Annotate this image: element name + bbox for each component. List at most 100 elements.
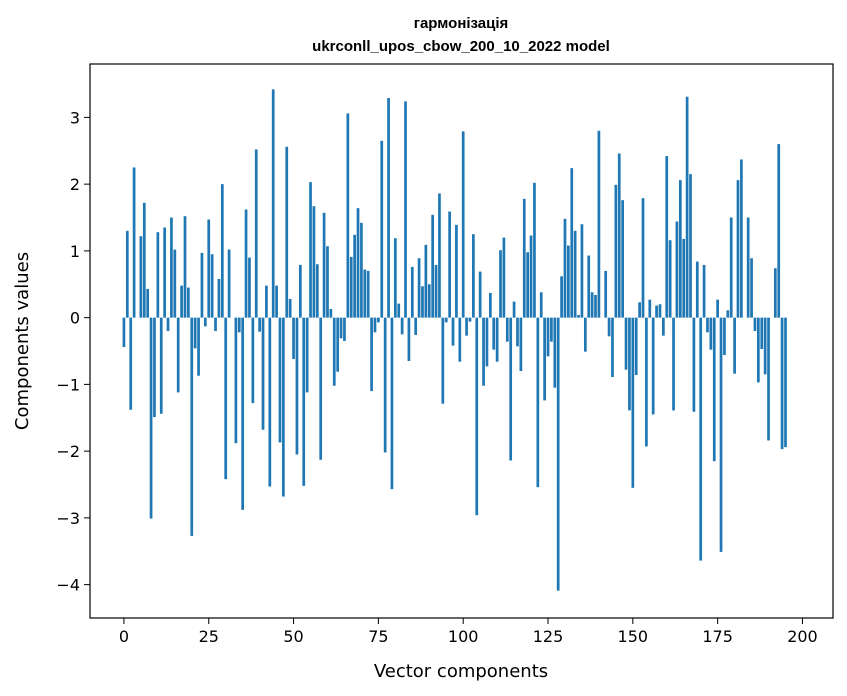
bar-71 <box>363 269 367 318</box>
bar-90 <box>427 284 431 318</box>
bar-53 <box>302 317 306 486</box>
bar-80 <box>393 238 397 318</box>
bar-124 <box>543 317 546 401</box>
bar-1 <box>125 230 129 318</box>
bar-156 <box>651 317 655 415</box>
bar-8 <box>149 317 153 519</box>
bar-16 <box>176 317 180 393</box>
y-tick-label: −2 <box>56 442 80 461</box>
bar-88 <box>421 286 424 318</box>
bar-39 <box>254 149 258 318</box>
x-tick-label: 75 <box>368 627 388 646</box>
x-tick-label: 150 <box>618 627 649 646</box>
x-tick-label: 125 <box>533 627 564 646</box>
bar-22 <box>197 317 200 376</box>
bar-168 <box>692 317 696 412</box>
bar-25 <box>207 219 211 318</box>
bar-179 <box>729 217 733 318</box>
bar-78 <box>387 98 390 318</box>
bar-174 <box>712 317 716 462</box>
bar-111 <box>499 250 502 318</box>
bar-121 <box>533 182 536 318</box>
bar-178 <box>726 310 730 318</box>
bar-131 <box>567 245 570 318</box>
bar-138 <box>590 292 594 318</box>
bar-66 <box>346 113 350 318</box>
y-tick-label: −3 <box>56 509 80 528</box>
bar-187 <box>757 317 760 383</box>
bar-139 <box>594 294 597 318</box>
bar-11 <box>159 317 163 414</box>
bar-77 <box>383 317 387 453</box>
bar-6 <box>142 202 146 318</box>
bar-194 <box>780 317 784 450</box>
bar-15 <box>173 249 177 318</box>
bar-10 <box>156 232 160 318</box>
bar-36 <box>244 209 248 318</box>
bar-75 <box>377 317 380 323</box>
bar-116 <box>516 317 519 347</box>
bar-56 <box>312 206 316 318</box>
bar-173 <box>709 317 713 350</box>
bar-98 <box>455 224 458 318</box>
bar-126 <box>550 317 553 342</box>
bar-102 <box>468 317 472 322</box>
bar-69 <box>356 208 360 318</box>
bar-17 <box>180 285 183 318</box>
bar-155 <box>648 299 652 318</box>
bar-30 <box>224 317 228 480</box>
bar-48 <box>285 146 289 318</box>
bar-127 <box>553 317 557 388</box>
bar-151 <box>634 317 638 376</box>
bar-162 <box>672 317 675 411</box>
x-axis-label: Vector components <box>374 661 548 682</box>
bar-170 <box>699 317 703 561</box>
bar-19 <box>187 287 190 318</box>
bar-21 <box>193 317 197 349</box>
bar-132 <box>570 168 574 318</box>
x-tick-label: 200 <box>787 627 818 646</box>
bar-152 <box>638 302 641 318</box>
bar-23 <box>200 252 204 318</box>
x-tick-label: 25 <box>199 627 219 646</box>
plot-frame <box>89 63 834 619</box>
bar-129 <box>560 276 563 318</box>
bar-147 <box>621 200 625 318</box>
bar-105 <box>478 271 482 318</box>
x-axis-ticks: 0 25 50 75 100 125 150 175 200 <box>119 618 818 646</box>
bar-118 <box>522 198 526 318</box>
bar-171 <box>702 264 706 318</box>
bar-94 <box>441 317 445 404</box>
bar-99 <box>458 317 462 362</box>
bar-24 <box>203 317 207 327</box>
bar-82 <box>400 317 404 335</box>
bar-101 <box>465 317 468 336</box>
bar-182 <box>740 159 743 318</box>
chart-subtitle: ukrconll_upos_cbow_200_10_2022 model <box>312 38 610 55</box>
bar-33 <box>234 317 238 444</box>
y-tick-label: 2 <box>70 175 80 194</box>
bar-108 <box>488 292 492 318</box>
bar-157 <box>655 305 658 318</box>
bar-63 <box>336 317 340 372</box>
bar-91 <box>431 214 435 318</box>
bar-165 <box>682 238 686 318</box>
bar-113 <box>505 317 509 342</box>
y-tick-label: 1 <box>70 242 80 261</box>
bar-34 <box>237 317 241 333</box>
bar-60 <box>326 246 329 318</box>
bar-84 <box>407 317 411 362</box>
bar-81 <box>397 303 401 318</box>
bar-73 <box>370 317 373 392</box>
bar-7 <box>146 288 150 318</box>
bar-148 <box>624 317 628 370</box>
bar-47 <box>282 317 285 497</box>
bar-76 <box>380 140 384 318</box>
bar-114 <box>509 317 513 461</box>
bar-93 <box>438 193 441 318</box>
bar-5 <box>139 236 143 318</box>
y-tick-label: 3 <box>70 108 80 127</box>
bar-125 <box>546 317 550 357</box>
bars-group <box>122 89 787 591</box>
